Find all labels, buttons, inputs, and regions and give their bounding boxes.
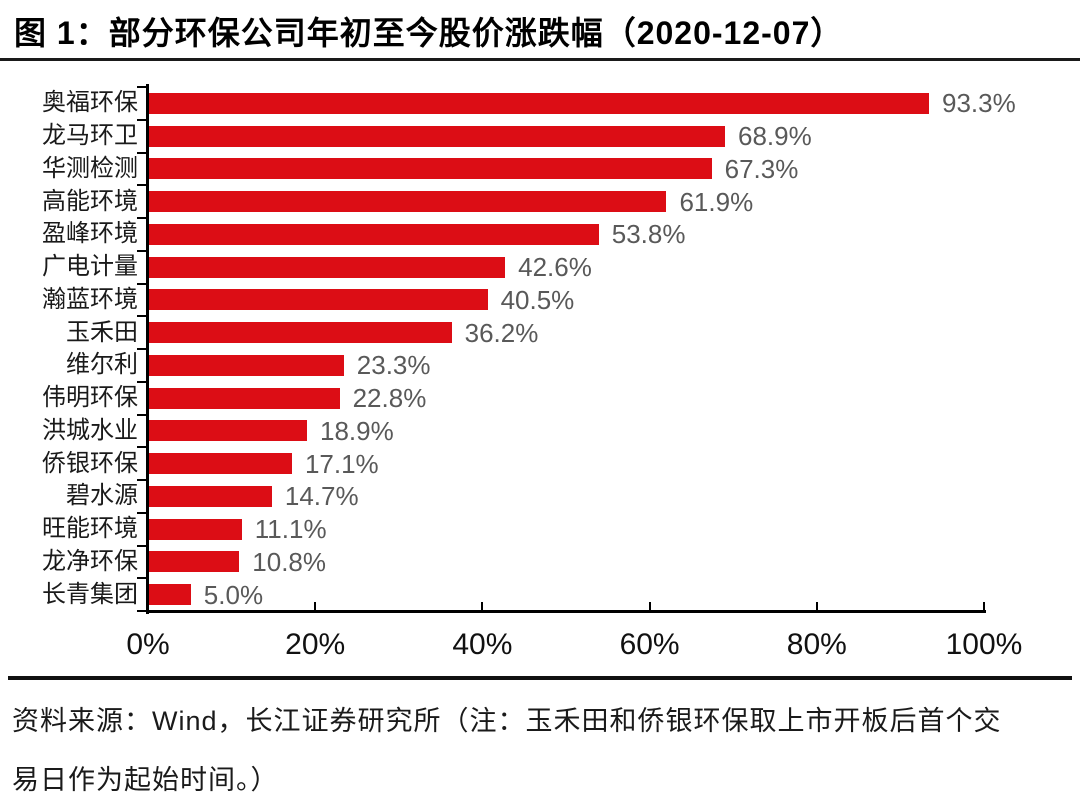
category-label: 长青集团 [42, 580, 138, 608]
bar [149, 551, 240, 573]
value-label: 18.9% [320, 415, 394, 446]
bar [149, 584, 191, 606]
category-label: 龙净环保 [42, 547, 138, 575]
x-axis-tick [481, 602, 484, 611]
bar [149, 223, 599, 245]
y-axis-tick [137, 610, 146, 612]
x-axis-tick [648, 602, 651, 611]
category-label: 龙马环卫 [42, 122, 138, 150]
category-label: 瀚蓝环境 [42, 285, 138, 313]
y-axis-tick [137, 544, 146, 547]
x-axis-tick-label: 80% [786, 628, 847, 661]
value-label: 36.2% [464, 317, 539, 348]
title-divider [0, 58, 1080, 61]
value-label: 11.1% [254, 514, 327, 545]
value-label: 53.8% [611, 219, 686, 250]
bar [149, 92, 929, 114]
x-axis-tick-label: 40% [452, 628, 513, 661]
value-label: 14.7% [284, 481, 359, 512]
y-axis-tick [137, 380, 146, 383]
y-axis-line [146, 84, 149, 614]
y-axis-tick [137, 217, 146, 219]
y-axis-tick [137, 479, 146, 481]
category-label: 高能环境 [42, 187, 138, 215]
category-label: 洪城水业 [42, 416, 138, 444]
x-axis-tick-label: 100% [945, 628, 1023, 661]
category-label: 旺能环境 [42, 515, 138, 543]
x-axis-tick [983, 602, 985, 611]
bar-chart: 0% 20% 40% 60% 80% 100% 奥福环保 93.3% 龙马环卫 68.9% 华测检测… [42, 84, 1023, 661]
category-label: 碧水源 [66, 482, 138, 510]
bar [149, 453, 292, 475]
bar [149, 485, 272, 507]
y-axis-tick [137, 118, 146, 121]
bar [149, 387, 340, 409]
x-axis-tick-label: 60% [619, 628, 680, 661]
y-axis-tick [137, 413, 146, 416]
y-axis-tick [137, 315, 146, 318]
value-label: 61.9% [679, 186, 754, 217]
y-axis-tick [137, 511, 146, 514]
source-note: 资料来源：Wind，长江证券研究所（注：玉禾田和侨银环保取上市开板后首个交易日作… [12, 706, 1002, 795]
category-label: 广电计量 [42, 253, 138, 281]
bar [149, 420, 307, 442]
figure-title: 图 1：部分环保公司年初至今股价涨跌幅（2020-12-07） [14, 15, 844, 51]
category-label: 伟明环保 [42, 384, 138, 412]
bar [149, 256, 506, 278]
category-label: 维尔利 [66, 351, 138, 379]
value-label: 68.9% [738, 121, 812, 152]
x-axis-tick-label: 20% [285, 628, 346, 661]
x-axis-line [146, 610, 986, 613]
value-label: 17.1% [304, 448, 379, 479]
x-axis-tick [815, 602, 818, 611]
y-axis-tick [137, 348, 146, 350]
y-axis-tick [137, 282, 146, 285]
value-label: 67.3% [724, 153, 799, 184]
footer-divider [8, 676, 1072, 680]
y-axis-tick [137, 86, 146, 88]
bar [149, 191, 667, 213]
y-axis-tick [137, 184, 146, 187]
bar [149, 322, 452, 344]
value-label: 5.0% [203, 579, 264, 610]
bar [149, 289, 488, 311]
value-label: 10.8% [252, 546, 327, 577]
value-label: 22.8% [352, 383, 427, 414]
bar [149, 354, 344, 376]
category-label: 华测检测 [42, 154, 138, 182]
y-axis-tick [137, 151, 146, 154]
category-label: 侨银环保 [42, 449, 138, 477]
x-axis-tick-label: 0% [126, 628, 170, 661]
bar [149, 158, 712, 180]
value-label: 93.3% [941, 88, 1016, 119]
y-axis-tick [137, 249, 146, 252]
value-label: 42.6% [518, 252, 592, 283]
value-label: 23.3% [356, 350, 431, 381]
bar [149, 518, 242, 540]
y-axis-tick [137, 446, 146, 449]
category-label: 奥福环保 [42, 89, 138, 117]
category-label: 玉禾田 [66, 318, 138, 346]
category-label: 盈峰环境 [42, 220, 138, 248]
y-axis-tick [137, 577, 146, 580]
value-label: 40.5% [500, 284, 575, 315]
bar [149, 125, 725, 147]
x-axis-tick [314, 602, 317, 611]
